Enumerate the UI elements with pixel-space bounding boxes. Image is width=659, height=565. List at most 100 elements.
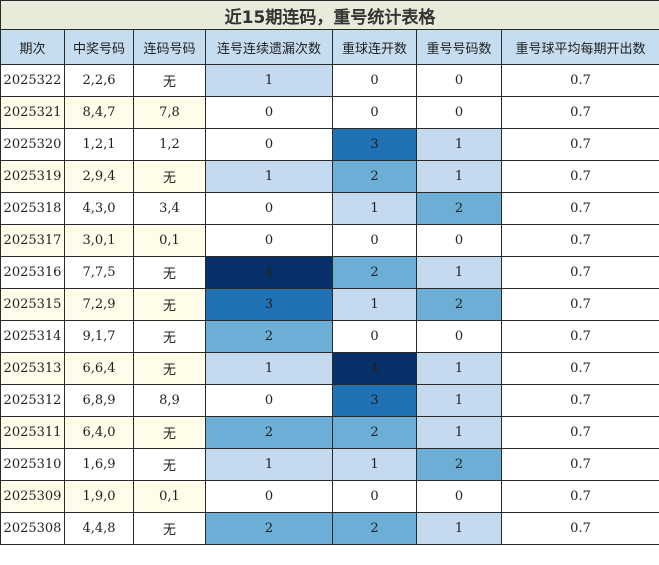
header-consecutive-miss-count: 连号连续遗漏次数 xyxy=(205,29,333,65)
table-row: 2025312 6,8,9 8,9 0 3 1 0.7 xyxy=(0,384,659,417)
table-header-row: 期次 中奖号码 连码号码 连号连续遗漏次数 重球连开数 重号号码数 重号球平均每… xyxy=(0,29,659,65)
consecutive-numbers-cell: 无 xyxy=(133,416,206,449)
consecutive-numbers-cell: 1,2 xyxy=(133,128,206,161)
table-row: 2025322 2,2,6 无 1 0 0 0.7 xyxy=(0,64,659,97)
repeat-count-cell: 2 xyxy=(416,288,502,321)
issue-cell: 2025315 xyxy=(0,288,65,321)
repeat-open-cell: 2 xyxy=(332,160,417,193)
header-winning-numbers: 中奖号码 xyxy=(64,29,134,65)
consecutive-numbers-cell: 无 xyxy=(133,160,206,193)
repeat-average-cell: 0.7 xyxy=(500,384,659,417)
consecutive-miss-cell: 2 xyxy=(205,320,333,353)
repeat-count-cell: 1 xyxy=(416,256,502,289)
winning-numbers-cell: 6,8,9 xyxy=(64,384,134,417)
table-row: 2025311 6,4,0 无 2 2 1 0.7 xyxy=(0,416,659,449)
repeat-average-cell: 0.7 xyxy=(500,160,659,193)
repeat-count-cell: 1 xyxy=(416,352,502,385)
repeat-open-cell: 1 xyxy=(332,192,417,225)
consecutive-numbers-cell: 无 xyxy=(133,448,206,481)
repeat-count-cell: 2 xyxy=(416,448,502,481)
repeat-count-cell: 0 xyxy=(416,320,502,353)
consecutive-miss-cell: 0 xyxy=(205,192,333,225)
header-consecutive-numbers: 连码号码 xyxy=(133,29,206,65)
issue-cell: 2025322 xyxy=(0,64,65,97)
repeat-count-cell: 0 xyxy=(416,64,502,97)
repeat-open-cell: 0 xyxy=(332,480,417,513)
repeat-average-cell: 0.7 xyxy=(500,224,659,257)
issue-cell: 2025313 xyxy=(0,352,65,385)
table-row: 2025309 1,9,0 0,1 0 0 0 0.7 xyxy=(0,480,659,513)
issue-cell: 2025312 xyxy=(0,384,65,417)
table-row: 2025318 4,3,0 3,4 0 1 2 0.7 xyxy=(0,192,659,225)
table-title: 近15期连码，重号统计表格 xyxy=(0,0,659,30)
winning-numbers-cell: 6,6,4 xyxy=(64,352,134,385)
consecutive-miss-cell: 1 xyxy=(205,352,333,385)
issue-cell: 2025318 xyxy=(0,192,65,225)
table-row: 2025313 6,6,4 无 1 4 1 0.7 xyxy=(0,352,659,385)
table-row: 2025321 8,4,7 7,8 0 0 0 0.7 xyxy=(0,96,659,129)
repeat-count-cell: 0 xyxy=(416,480,502,513)
consecutive-numbers-cell: 无 xyxy=(133,512,206,545)
table-row: 2025317 3,0,1 0,1 0 0 0 0.7 xyxy=(0,224,659,257)
consecutive-miss-cell: 1 xyxy=(205,160,333,193)
consecutive-numbers-cell: 无 xyxy=(133,352,206,385)
issue-cell: 2025311 xyxy=(0,416,65,449)
header-repeat-number-count: 重号号码数 xyxy=(416,29,502,65)
winning-numbers-cell: 4,3,0 xyxy=(64,192,134,225)
repeat-open-cell: 0 xyxy=(332,320,417,353)
issue-cell: 2025321 xyxy=(0,96,65,129)
repeat-average-cell: 0.7 xyxy=(500,64,659,97)
consecutive-miss-cell: 0 xyxy=(205,128,333,161)
issue-cell: 2025320 xyxy=(0,128,65,161)
table-row: 2025319 2,9,4 无 1 2 1 0.7 xyxy=(0,160,659,193)
winning-numbers-cell: 1,9,0 xyxy=(64,480,134,513)
repeat-open-cell: 2 xyxy=(332,512,417,545)
repeat-open-cell: 2 xyxy=(332,416,417,449)
repeat-count-cell: 1 xyxy=(416,416,502,449)
repeat-open-cell: 3 xyxy=(332,384,417,417)
consecutive-miss-cell: 2 xyxy=(205,416,333,449)
issue-cell: 2025309 xyxy=(0,480,65,513)
issue-cell: 2025308 xyxy=(0,512,65,545)
consecutive-numbers-cell: 无 xyxy=(133,256,206,289)
repeat-open-cell: 2 xyxy=(332,256,417,289)
issue-cell: 2025314 xyxy=(0,320,65,353)
consecutive-miss-cell: 4 xyxy=(205,256,333,289)
consecutive-numbers-cell: 无 xyxy=(133,64,206,97)
table-row: 2025320 1,2,1 1,2 0 3 1 0.7 xyxy=(0,128,659,161)
consecutive-miss-cell: 1 xyxy=(205,64,333,97)
repeat-average-cell: 0.7 xyxy=(500,256,659,289)
stats-table: 近15期连码，重号统计表格 期次 中奖号码 连码号码 连号连续遗漏次数 重球连开… xyxy=(0,0,659,545)
table-row: 2025314 9,1,7 无 2 0 0 0.7 xyxy=(0,320,659,353)
table-row: 2025316 7,7,5 无 4 2 1 0.7 xyxy=(0,256,659,289)
table-body: 2025322 2,2,6 无 1 0 0 0.7 2025321 8,4,7 7,8 0 0 0 0.7… xyxy=(0,64,659,545)
consecutive-miss-cell: 0 xyxy=(205,224,333,257)
repeat-average-cell: 0.7 xyxy=(500,480,659,513)
issue-cell: 2025317 xyxy=(0,224,65,257)
repeat-open-cell: 0 xyxy=(332,224,417,257)
table-title-row: 近15期连码，重号统计表格 xyxy=(0,0,659,30)
repeat-open-cell: 3 xyxy=(332,128,417,161)
consecutive-numbers-cell: 无 xyxy=(133,288,206,321)
winning-numbers-cell: 2,9,4 xyxy=(64,160,134,193)
issue-cell: 2025316 xyxy=(0,256,65,289)
repeat-count-cell: 1 xyxy=(416,512,502,545)
repeat-average-cell: 0.7 xyxy=(500,288,659,321)
repeat-open-cell: 4 xyxy=(332,352,417,385)
issue-cell: 2025319 xyxy=(0,160,65,193)
header-repeat-open-count: 重球连开数 xyxy=(332,29,417,65)
winning-numbers-cell: 7,2,9 xyxy=(64,288,134,321)
repeat-open-cell: 1 xyxy=(332,448,417,481)
table-row: 2025315 7,2,9 无 3 1 2 0.7 xyxy=(0,288,659,321)
consecutive-numbers-cell: 无 xyxy=(133,320,206,353)
repeat-count-cell: 1 xyxy=(416,128,502,161)
repeat-count-cell: 0 xyxy=(416,96,502,129)
consecutive-miss-cell: 0 xyxy=(205,480,333,513)
consecutive-miss-cell: 2 xyxy=(205,512,333,545)
winning-numbers-cell: 1,2,1 xyxy=(64,128,134,161)
repeat-count-cell: 0 xyxy=(416,224,502,257)
table-row: 2025308 4,4,8 无 2 2 1 0.7 xyxy=(0,512,659,545)
repeat-count-cell: 1 xyxy=(416,384,502,417)
repeat-average-cell: 0.7 xyxy=(500,128,659,161)
